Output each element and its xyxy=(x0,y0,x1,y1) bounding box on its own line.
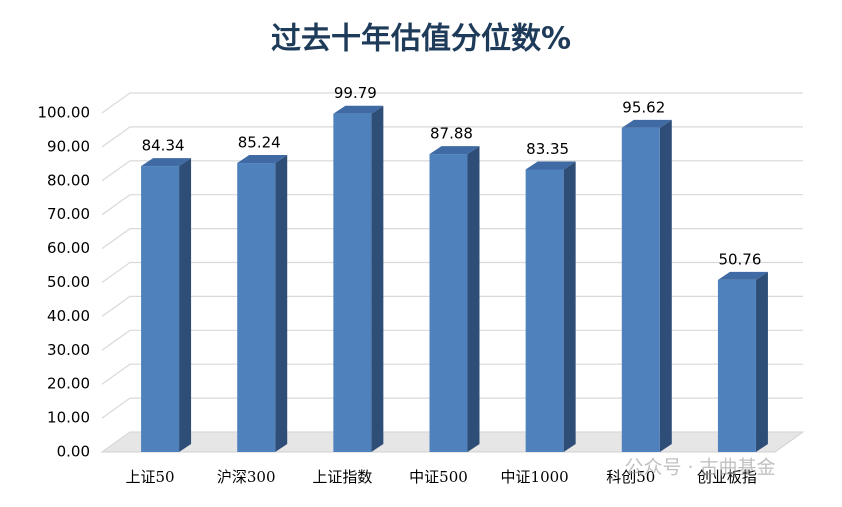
x-tick-label: 上证50 xyxy=(126,468,175,486)
y-tick-label: 70.00 xyxy=(47,205,90,223)
bar xyxy=(333,113,372,452)
grid-line xyxy=(101,363,803,385)
y-tick-label: 40.00 xyxy=(47,307,90,325)
bar-side xyxy=(563,161,576,453)
value-label: 50.76 xyxy=(718,250,761,268)
grid-line xyxy=(101,92,803,114)
grid-line xyxy=(101,160,803,182)
bar-top xyxy=(429,146,480,155)
y-tick-label: 60.00 xyxy=(47,239,90,257)
bar-side xyxy=(467,146,480,453)
value-label: 85.24 xyxy=(238,134,281,152)
bar-side xyxy=(755,271,768,452)
bar-top xyxy=(141,158,192,167)
bar-side xyxy=(659,119,672,452)
bar-side xyxy=(275,155,288,452)
chart-title: 过去十年估值分位数% xyxy=(271,22,571,57)
x-tick-label: 中证500 xyxy=(409,468,468,486)
y-tick-label: 100.00 xyxy=(38,104,91,122)
y-tick-label: 30.00 xyxy=(47,341,90,359)
bar-top xyxy=(621,119,672,128)
value-label: 87.88 xyxy=(430,125,473,143)
x-tick-label: 中证1000 xyxy=(501,468,569,486)
x-tick-label: 上证指数 xyxy=(312,468,372,486)
grid-line xyxy=(101,329,803,351)
bar xyxy=(237,163,276,452)
bar-side xyxy=(179,158,192,452)
x-tick-label: 沪深300 xyxy=(217,468,276,486)
bar-top xyxy=(237,155,288,164)
watermark: 公众号 · 古曲基金 xyxy=(624,457,775,479)
y-tick-label: 80.00 xyxy=(47,171,90,189)
y-tick-label: 20.00 xyxy=(47,375,90,393)
y-tick-label: 0.00 xyxy=(57,443,90,461)
bar xyxy=(717,279,756,452)
x-tick-label: 科创50 xyxy=(606,468,655,486)
grid-line xyxy=(101,126,803,148)
bar-top xyxy=(717,271,768,280)
value-label: 83.35 xyxy=(526,140,569,158)
value-label: 84.34 xyxy=(142,137,185,155)
grid-line xyxy=(101,397,803,419)
value-label: 99.79 xyxy=(334,84,377,102)
bar-top xyxy=(525,161,576,170)
value-label: 95.62 xyxy=(622,98,665,116)
bar-side xyxy=(371,105,384,452)
y-tick-label: 90.00 xyxy=(47,137,90,155)
bar xyxy=(621,127,660,452)
grid-line xyxy=(101,228,803,250)
bar xyxy=(525,169,564,453)
bar xyxy=(141,166,180,452)
grid-line xyxy=(101,431,803,453)
grid-line xyxy=(101,295,803,317)
y-tick-label: 50.00 xyxy=(47,273,90,291)
y-tick-label: 10.00 xyxy=(47,409,90,427)
grid-line xyxy=(101,194,803,216)
x-tick-label: 创业板指 xyxy=(697,468,757,486)
bar xyxy=(429,154,468,453)
bar-top xyxy=(333,105,384,114)
grid-line xyxy=(101,261,803,283)
